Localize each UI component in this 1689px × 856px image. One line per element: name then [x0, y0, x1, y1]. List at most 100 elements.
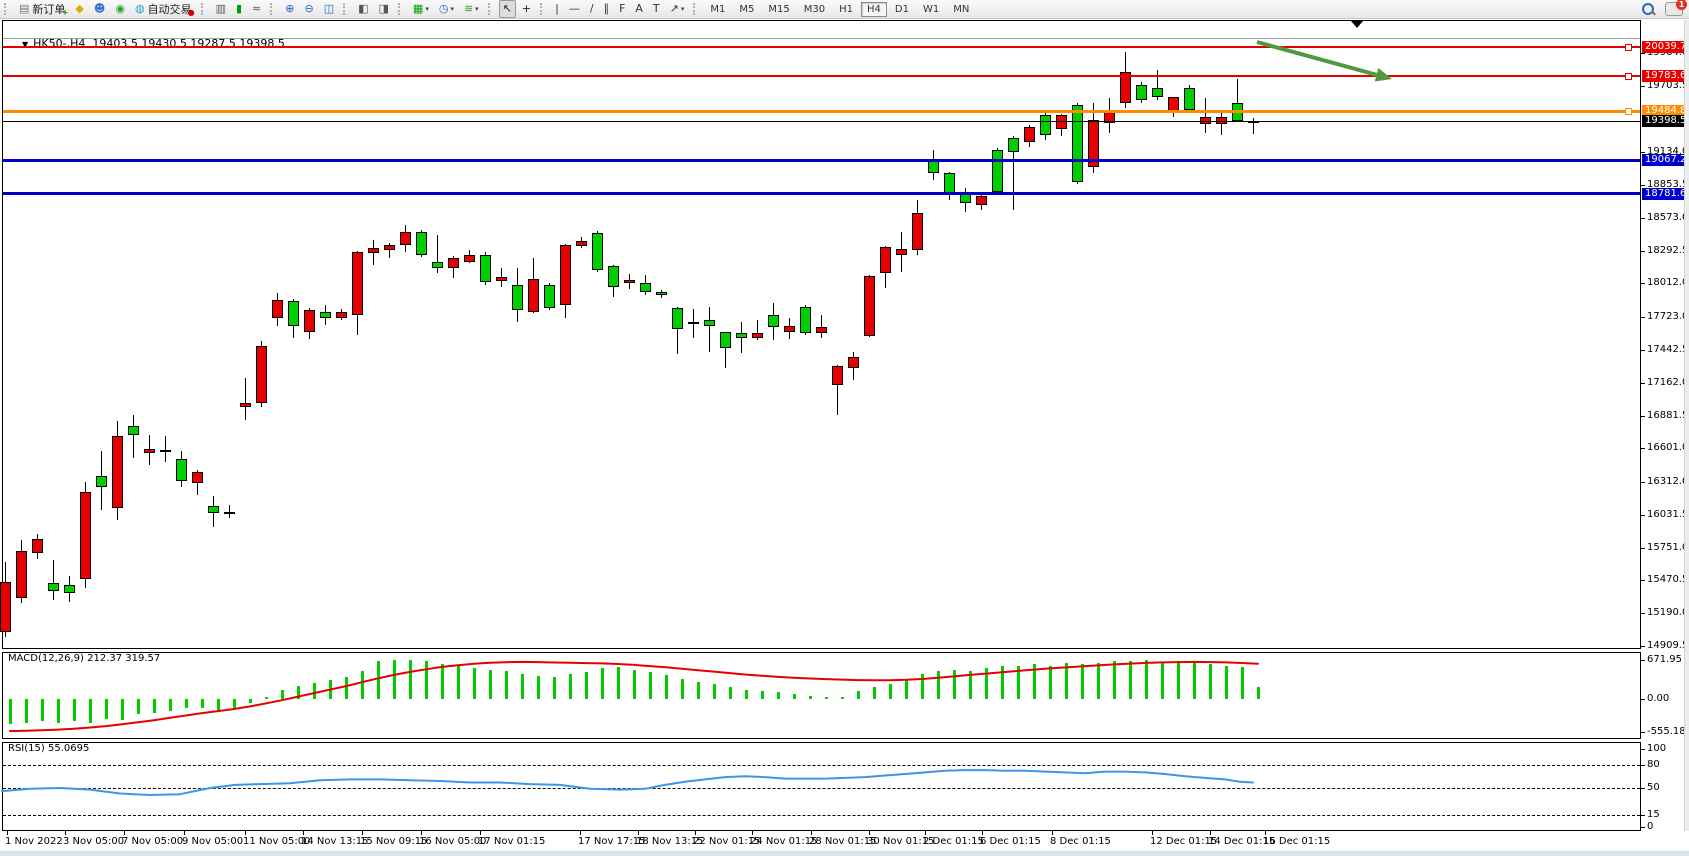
chevron-down-icon[interactable]: ▾: [475, 5, 479, 13]
equidistant-channel-button[interactable]: ∥: [600, 0, 614, 18]
pivot-line[interactable]: [3, 107, 1640, 115]
toolbar-group: ⊕ ⊖ ◫: [280, 0, 339, 18]
right-scroll-strip[interactable]: [1684, 20, 1689, 831]
resistance-line-1[interactable]: [3, 43, 1640, 51]
candlestick-button[interactable]: ▮: [232, 0, 246, 18]
macd-histogram-bar: [57, 699, 60, 723]
timeframe-m30-button[interactable]: M30: [803, 3, 826, 15]
macd-tick-label: -555.18: [1647, 725, 1686, 737]
chart-plot-area[interactable]: [2, 20, 1641, 831]
candle-body: [1216, 116, 1227, 124]
rsi-tick: [1641, 764, 1645, 766]
text-label-button[interactable]: T: [649, 0, 664, 18]
date-tick: [811, 831, 812, 835]
timeframe-m5-button[interactable]: M5: [739, 3, 755, 15]
line-chart-button[interactable]: ≈: [248, 0, 265, 18]
arrange-charts-button[interactable]: ◧: [354, 0, 372, 18]
new-chart-button[interactable]: ▦ ▾: [409, 0, 433, 18]
date-tick: [695, 831, 696, 835]
resistance-line-1-handle[interactable]: [1625, 43, 1632, 51]
timeframe-m15-button[interactable]: M15: [768, 3, 790, 15]
candle-body: [288, 301, 299, 326]
candle-wick: [133, 414, 134, 458]
chevron-down-icon[interactable]: ▾: [425, 5, 429, 13]
cursor-button[interactable]: ↖: [498, 0, 516, 18]
price-tick: [1641, 547, 1645, 549]
signals-button[interactable]: ◉: [111, 0, 129, 18]
chevron-down-icon[interactable]: ▾: [450, 5, 454, 13]
candle-body: [368, 248, 379, 254]
macd-histogram-bar: [345, 676, 348, 699]
timeframe-d1-button[interactable]: D1: [894, 3, 909, 15]
timeframe-m1-button[interactable]: M1: [710, 3, 726, 15]
date-label: 8 Dec 01:15: [1050, 836, 1111, 847]
horizontal-line-button[interactable]: —: [565, 0, 584, 18]
bar-chart-button[interactable]: ▥: [212, 0, 230, 18]
toolbar-group: ▥ ▮ ≈: [211, 0, 267, 18]
candle-body: [224, 511, 235, 514]
resistance-line-2-handle[interactable]: [1625, 73, 1632, 81]
timeframe-mn-button[interactable]: MN: [953, 3, 970, 15]
time-marker-icon: [1351, 21, 1363, 28]
toolbar-group: ▦ ▾ ◷ ▾ ≋ ▾: [408, 0, 484, 18]
zoom-out-button[interactable]: ⊖: [300, 0, 317, 18]
text-button[interactable]: A: [631, 0, 647, 18]
macd-pane-divider[interactable]: [2, 648, 1641, 653]
pivot-line-handle[interactable]: [1625, 107, 1632, 115]
date-label: 17 Nov 01:15: [478, 836, 546, 847]
candle-body: [704, 319, 715, 326]
chat-icon[interactable]: 1: [1665, 0, 1687, 16]
support-line-2[interactable]: [3, 192, 1640, 195]
candle-body: [832, 366, 843, 385]
candle-body: [1008, 138, 1019, 152]
date-tick: [982, 831, 983, 835]
timeframe-h1-button[interactable]: H1: [839, 3, 853, 15]
macd-histogram-bar: [505, 671, 508, 699]
chart-collapse-icon[interactable]: ▼: [22, 40, 29, 49]
fibonacci-icon: F: [619, 2, 626, 15]
candle-body: [560, 245, 571, 306]
price-tick: [1641, 185, 1645, 187]
price-tick: [1641, 85, 1645, 87]
periods-button[interactable]: ◷ ▾: [435, 0, 458, 18]
price-tick: [1641, 283, 1645, 285]
support-line-2-price-badge: 18781.6: [1642, 187, 1689, 200]
chevron-down-icon[interactable]: ▾: [680, 5, 685, 13]
candle-body: [1152, 87, 1163, 97]
vertical-line-button[interactable]: |: [551, 0, 563, 18]
toolbar-group-handle: [270, 3, 277, 15]
macd-histogram-bar: [649, 671, 652, 699]
zoom-out-icon: ⊖: [304, 2, 314, 15]
fibonacci-button[interactable]: F: [615, 0, 629, 18]
candle-body: [880, 246, 891, 274]
date-tick: [752, 831, 753, 835]
search-icon[interactable]: [1641, 2, 1656, 16]
candle-body: [112, 436, 123, 509]
crosshair-button[interactable]: +: [518, 0, 535, 18]
profile-button[interactable]: ☻: [90, 0, 109, 18]
rsi-pane-divider[interactable]: [2, 738, 1641, 743]
macd-label: MACD(12,26,9) 212.37 319.57: [8, 653, 161, 664]
line-chart-icon: ≈: [252, 2, 262, 15]
support-line-1[interactable]: [3, 158, 1640, 162]
current-price-line[interactable]: [3, 120, 1640, 122]
history-center-button[interactable]: ◆: [71, 0, 87, 18]
autotrading-button[interactable]: ◍ ● 自动交易: [131, 0, 196, 18]
arrows-button[interactable]: ↗ ▾: [666, 0, 689, 18]
price-tick-label: 19134.0: [1647, 146, 1689, 158]
tile-windows-button[interactable]: ◫: [320, 0, 338, 18]
indicators-button[interactable]: ≋ ▾: [460, 0, 483, 18]
date-tick: [65, 831, 66, 835]
new-order-button-label: 新订单: [32, 3, 66, 16]
timeframe-h4-button[interactable]: H4: [861, 1, 887, 17]
trendline-button[interactable]: /: [586, 0, 598, 18]
date-label: 22 Nov 01:15: [693, 836, 761, 847]
new-order-button[interactable]: ▤ + 新订单: [15, 0, 69, 18]
cascade-charts-button[interactable]: ◨: [375, 0, 393, 18]
timeframe-w1-button[interactable]: W1: [922, 3, 940, 15]
macd-histogram-bar: [297, 685, 300, 699]
zoom-in-button[interactable]: ⊕: [281, 0, 298, 18]
date-label: 2 Dec 01:15: [923, 836, 984, 847]
resistance-line-2[interactable]: [3, 73, 1640, 81]
